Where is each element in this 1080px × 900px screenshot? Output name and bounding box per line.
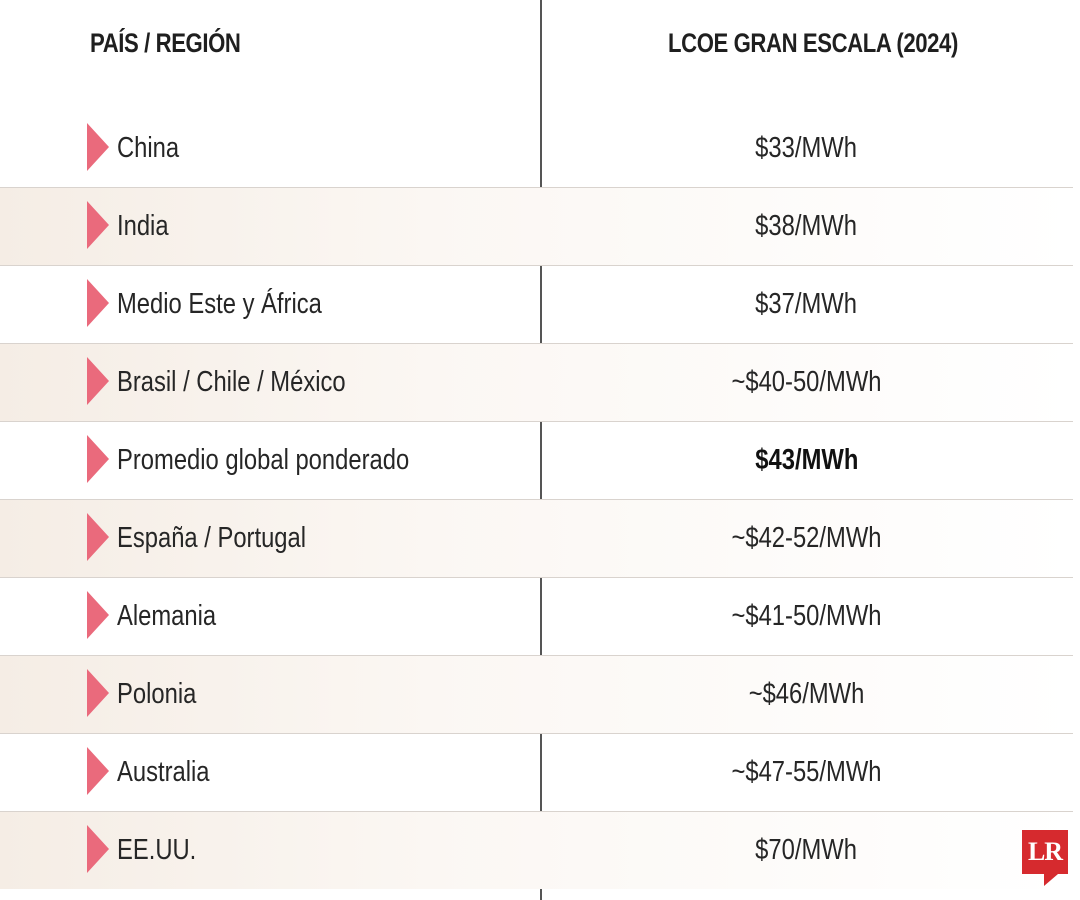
country-label: Alemania (117, 600, 217, 632)
header-country: PAÍS / REGIÓN (90, 28, 241, 58)
triangle-marker-icon (87, 825, 109, 873)
table-row: Medio Este y África $37/MWh (0, 266, 1073, 344)
lcoe-value: ~$42-52/MWh (731, 522, 882, 554)
table-row: India $38/MWh (0, 188, 1073, 266)
triangle-marker-icon (87, 747, 109, 795)
lr-logo: LR (1022, 830, 1068, 886)
table-row: China $33/MWh (0, 110, 1073, 188)
table-row: Polonia ~$46/MWh (0, 656, 1073, 734)
lcoe-value: ~$47-55/MWh (731, 756, 882, 788)
lcoe-value-highlight: $43/MWh (754, 444, 859, 476)
table-row: Promedio global ponderado $43/MWh (0, 422, 1073, 500)
table-header: PAÍS / REGIÓN LCOE GRAN ESCALA (2024) (0, 28, 1080, 78)
table-row: Australia ~$47-55/MWh (0, 734, 1073, 812)
column-divider (540, 0, 542, 900)
lcoe-value: $38/MWh (755, 210, 858, 242)
country-label: España / Portugal (117, 522, 307, 554)
triangle-marker-icon (87, 123, 109, 171)
country-label: Polonia (117, 678, 197, 710)
triangle-marker-icon (87, 279, 109, 327)
lcoe-value: ~$40-50/MWh (731, 366, 882, 398)
lcoe-value: ~$46/MWh (748, 678, 865, 710)
country-label: Australia (117, 756, 210, 788)
table-row: España / Portugal ~$42-52/MWh (0, 500, 1073, 578)
triangle-marker-icon (87, 513, 109, 561)
country-label: China (117, 132, 180, 164)
lcoe-value: $70/MWh (755, 834, 858, 866)
country-label: Medio Este y África (117, 288, 322, 320)
triangle-marker-icon (87, 357, 109, 405)
triangle-marker-icon (87, 669, 109, 717)
table-row: Brasil / Chile / México ~$40-50/MWh (0, 344, 1073, 422)
triangle-marker-icon (87, 201, 109, 249)
lr-logo-text: LR (1022, 830, 1068, 874)
triangle-marker-icon (87, 435, 109, 483)
table-row: EE.UU. $70/MWh (0, 812, 1073, 889)
triangle-marker-icon (87, 591, 109, 639)
lcoe-value: $37/MWh (755, 288, 858, 320)
country-label: Promedio global ponderado (117, 444, 410, 476)
lcoe-value: ~$41-50/MWh (731, 600, 882, 632)
lcoe-value: $33/MWh (755, 132, 858, 164)
country-label: EE.UU. (117, 834, 197, 866)
speech-bubble-tail-icon (1044, 874, 1058, 886)
table-body: China $33/MWh India $38/MWh Medio Este y… (0, 110, 1073, 889)
country-label: India (117, 210, 169, 242)
header-lcoe: LCOE GRAN ESCALA (2024) (668, 28, 958, 58)
country-label: Brasil / Chile / México (117, 366, 346, 398)
table-row: Alemania ~$41-50/MWh (0, 578, 1073, 656)
